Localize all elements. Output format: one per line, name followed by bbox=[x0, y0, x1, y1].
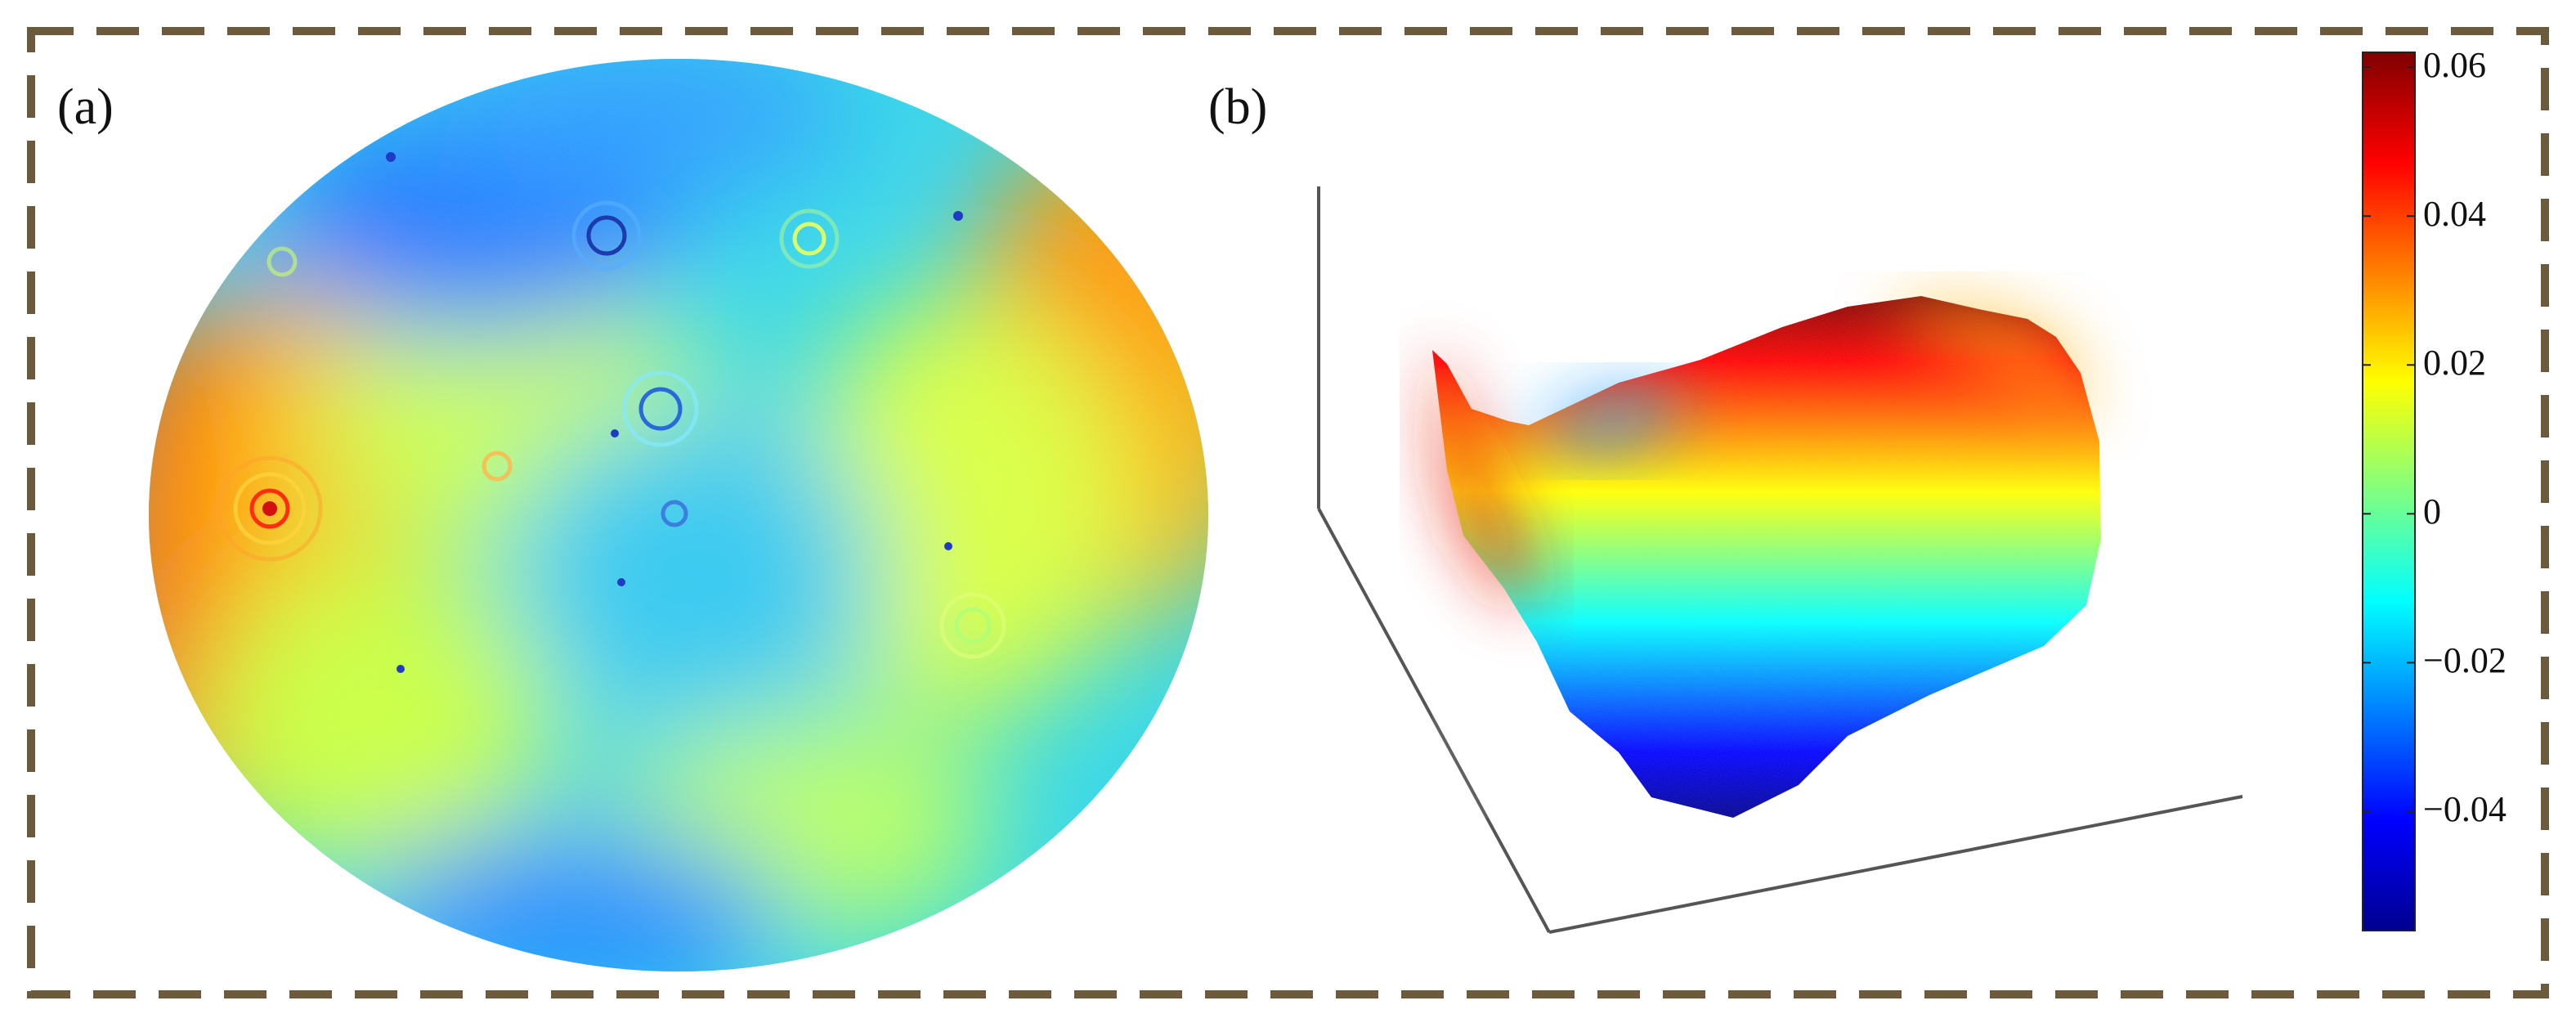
colorbar-tick-label: 0 bbox=[2423, 491, 2441, 532]
axes-3d bbox=[1317, 186, 2243, 934]
colorbar-tick-label: 0.06 bbox=[2423, 45, 2486, 86]
colorbar-tick-label: −0.02 bbox=[2423, 640, 2507, 681]
colorbar-tick-label: 0.04 bbox=[2423, 194, 2486, 235]
colorbar-ticks bbox=[2363, 66, 2415, 813]
colorbar bbox=[2362, 52, 2416, 931]
colorbar-tick-label: −0.04 bbox=[2423, 789, 2507, 830]
colorbar-gradient bbox=[2363, 52, 2415, 931]
panel-b-3d-surface bbox=[1317, 186, 2243, 934]
surface-3d-texture bbox=[1432, 296, 2101, 818]
panel-label-b: (b) bbox=[1208, 79, 1268, 135]
panel-a-surface-map bbox=[149, 59, 1208, 971]
figure-frame bbox=[27, 27, 2549, 998]
colorbar-tick-label: 0.02 bbox=[2423, 343, 2486, 384]
panel-label-a: (a) bbox=[57, 79, 114, 135]
